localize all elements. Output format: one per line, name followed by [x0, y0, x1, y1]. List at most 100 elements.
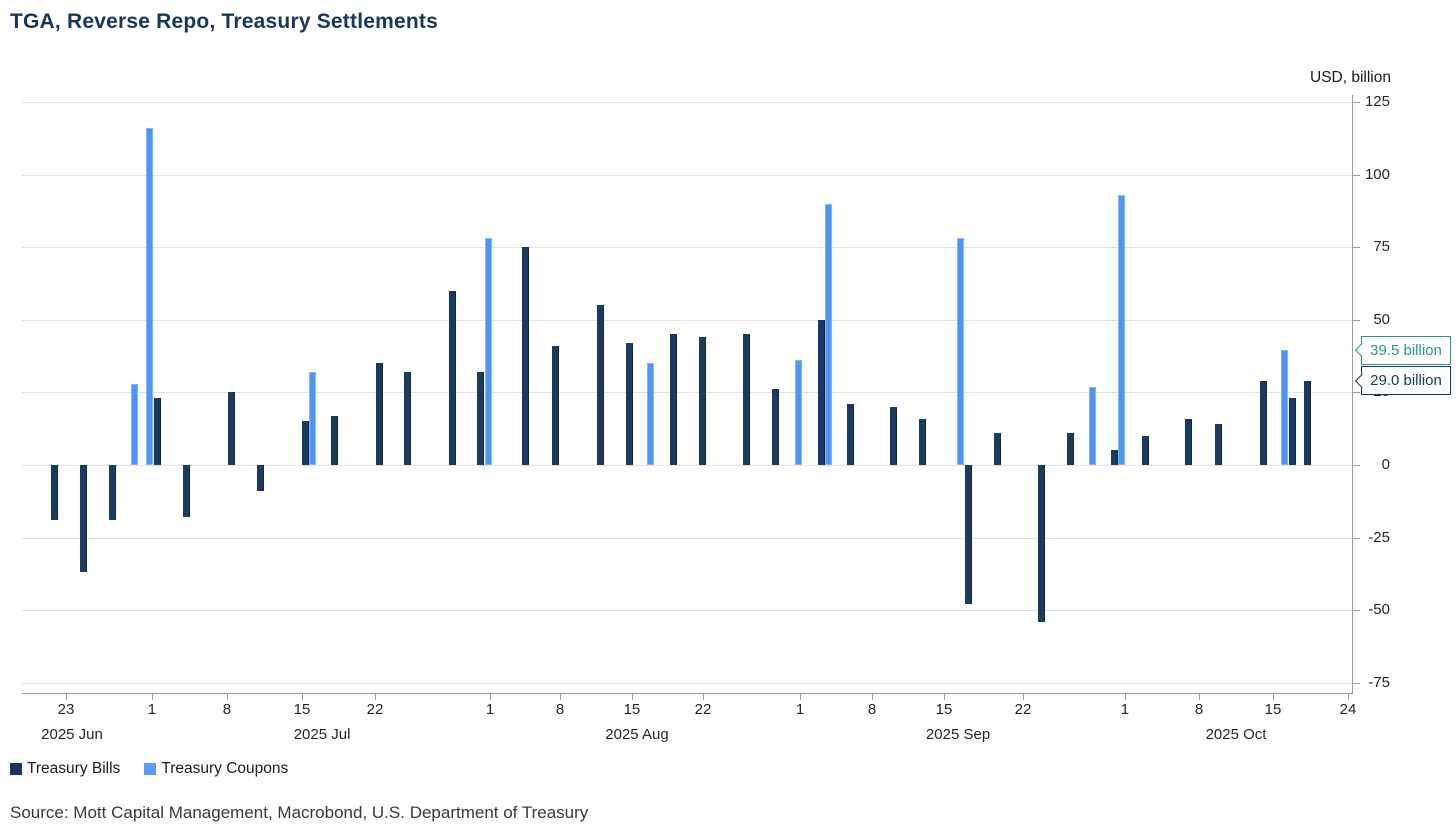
month-label: 2025 Oct — [1205, 726, 1267, 743]
bar-treasury-coupons — [1089, 386, 1097, 465]
x-tick-label: 22 — [366, 701, 384, 718]
gridline — [22, 537, 1352, 539]
bar-treasury-bills — [1288, 398, 1296, 465]
x-tick-label: 15 — [293, 701, 311, 718]
source-text: Source: Mott Capital Management, Macrobo… — [10, 803, 589, 822]
bar-treasury-bills — [477, 372, 485, 465]
y-tick-label: 50 — [1373, 310, 1390, 328]
bar-treasury-coupons — [956, 238, 964, 465]
x-axis-tick — [1199, 694, 1201, 700]
bar-treasury-bills — [1111, 450, 1119, 465]
gridline — [22, 682, 1352, 684]
bar-treasury-bills — [404, 372, 412, 465]
x-tick-label: 22 — [694, 701, 712, 718]
bar-treasury-bills — [772, 389, 780, 465]
callout-value-label: 29.0 billion — [1361, 366, 1451, 396]
y-axis-tick — [1353, 247, 1360, 249]
y-axis-tick — [1353, 465, 1360, 466]
y-tick-label: 0 — [1381, 456, 1390, 473]
x-axis-line — [22, 693, 1353, 694]
bar-treasury-bills — [1185, 418, 1193, 465]
y-axis-tick — [1353, 537, 1360, 539]
bar-treasury-bills — [376, 363, 383, 465]
bar-treasury-coupons — [484, 238, 492, 465]
y-tick-label: 75 — [1373, 238, 1390, 256]
bar-treasury-bills — [1259, 380, 1267, 465]
bar-treasury-bills — [108, 465, 116, 521]
y-axis-unit-label: USD, billion — [1310, 69, 1391, 86]
gridline — [22, 247, 1352, 249]
bar-treasury-coupons — [647, 363, 655, 465]
y-axis-tick — [1353, 392, 1360, 394]
month-label: 2025 Sep — [925, 726, 991, 743]
bar-treasury-coupons — [794, 360, 802, 465]
x-tick-label: 1 — [147, 701, 157, 718]
gridline — [22, 319, 1352, 321]
bar-treasury-bills — [256, 465, 264, 492]
month-label: 2025 Aug — [605, 726, 669, 743]
x-axis-tick — [66, 694, 68, 700]
bar-treasury-bills — [846, 404, 854, 465]
gridline — [22, 101, 1352, 103]
treasury-coupons-swatch-icon — [144, 763, 157, 775]
gridline — [22, 610, 1352, 612]
y-tick-label: -25 — [1368, 528, 1390, 546]
x-tick-label: 1 — [485, 701, 495, 718]
bar-treasury-coupons — [1280, 350, 1288, 465]
bar-treasury-coupons — [1118, 194, 1125, 465]
bar-treasury-bills — [331, 415, 339, 465]
y-tick-label: 125 — [1364, 92, 1390, 110]
x-tick-label: 1 — [795, 701, 805, 718]
bar-treasury-bills — [1303, 380, 1311, 465]
bar-treasury-bills — [890, 406, 898, 465]
y-axis-tick — [1353, 101, 1360, 103]
x-axis-tick — [490, 694, 492, 700]
x-tick-label: 15 — [623, 701, 641, 718]
y-tick-label: -50 — [1368, 601, 1390, 619]
bar-treasury-coupons — [131, 383, 139, 465]
y-axis-tick — [1353, 610, 1360, 612]
gridline — [22, 392, 1352, 394]
gridline — [22, 465, 1352, 466]
x-axis-tick — [1272, 694, 1274, 700]
x-tick-label: 15 — [1264, 701, 1282, 718]
x-tick-label: 8 — [222, 701, 232, 718]
bar-treasury-bills — [625, 343, 633, 465]
gridline — [22, 174, 1352, 176]
bar-treasury-bills — [1037, 465, 1045, 622]
x-axis-tick — [301, 694, 303, 700]
x-tick-label: 23 — [57, 701, 75, 718]
bar-treasury-bills — [51, 465, 59, 521]
bar-treasury-coupons — [146, 128, 154, 465]
legend: Treasury Bills Treasury Coupons — [10, 760, 288, 778]
bar-treasury-bills — [227, 392, 235, 465]
x-tick-label: 24 — [1339, 701, 1357, 718]
bar-treasury-bills — [919, 418, 927, 465]
x-tick-label: 22 — [1014, 701, 1032, 718]
legend-item-treasury-coupons: Treasury Coupons — [144, 760, 288, 778]
y-axis-tick — [1353, 319, 1360, 321]
bar-treasury-bills — [670, 334, 678, 465]
bar-treasury-bills — [522, 247, 530, 465]
bar-treasury-bills — [183, 465, 191, 518]
y-tick-label: -75 — [1368, 673, 1390, 691]
bar-treasury-bills — [817, 319, 825, 465]
y-axis-tick — [1353, 174, 1360, 176]
x-axis-tick — [631, 694, 633, 700]
x-axis-tick — [1022, 694, 1024, 700]
bar-treasury-coupons — [825, 203, 832, 465]
x-tick-label: 8 — [1194, 701, 1204, 718]
x-axis-tick — [374, 694, 376, 700]
bar-treasury-bills — [596, 305, 604, 465]
bar-treasury-bills — [993, 433, 1001, 465]
bar-treasury-bills — [964, 465, 972, 605]
legend-label: Treasury Coupons — [161, 760, 289, 777]
x-axis-tick — [151, 694, 153, 700]
chart-title: TGA, Reverse Repo, Treasury Settlements — [10, 10, 438, 33]
x-axis-tick — [1124, 694, 1126, 700]
month-label: 2025 Jul — [293, 726, 351, 743]
x-axis-tick — [1348, 694, 1349, 700]
month-label: 2025 Jun — [41, 726, 103, 743]
bar-treasury-bills — [552, 345, 560, 465]
plot-area: 1251007550250-25-50-75231815221815221815… — [22, 93, 1390, 743]
